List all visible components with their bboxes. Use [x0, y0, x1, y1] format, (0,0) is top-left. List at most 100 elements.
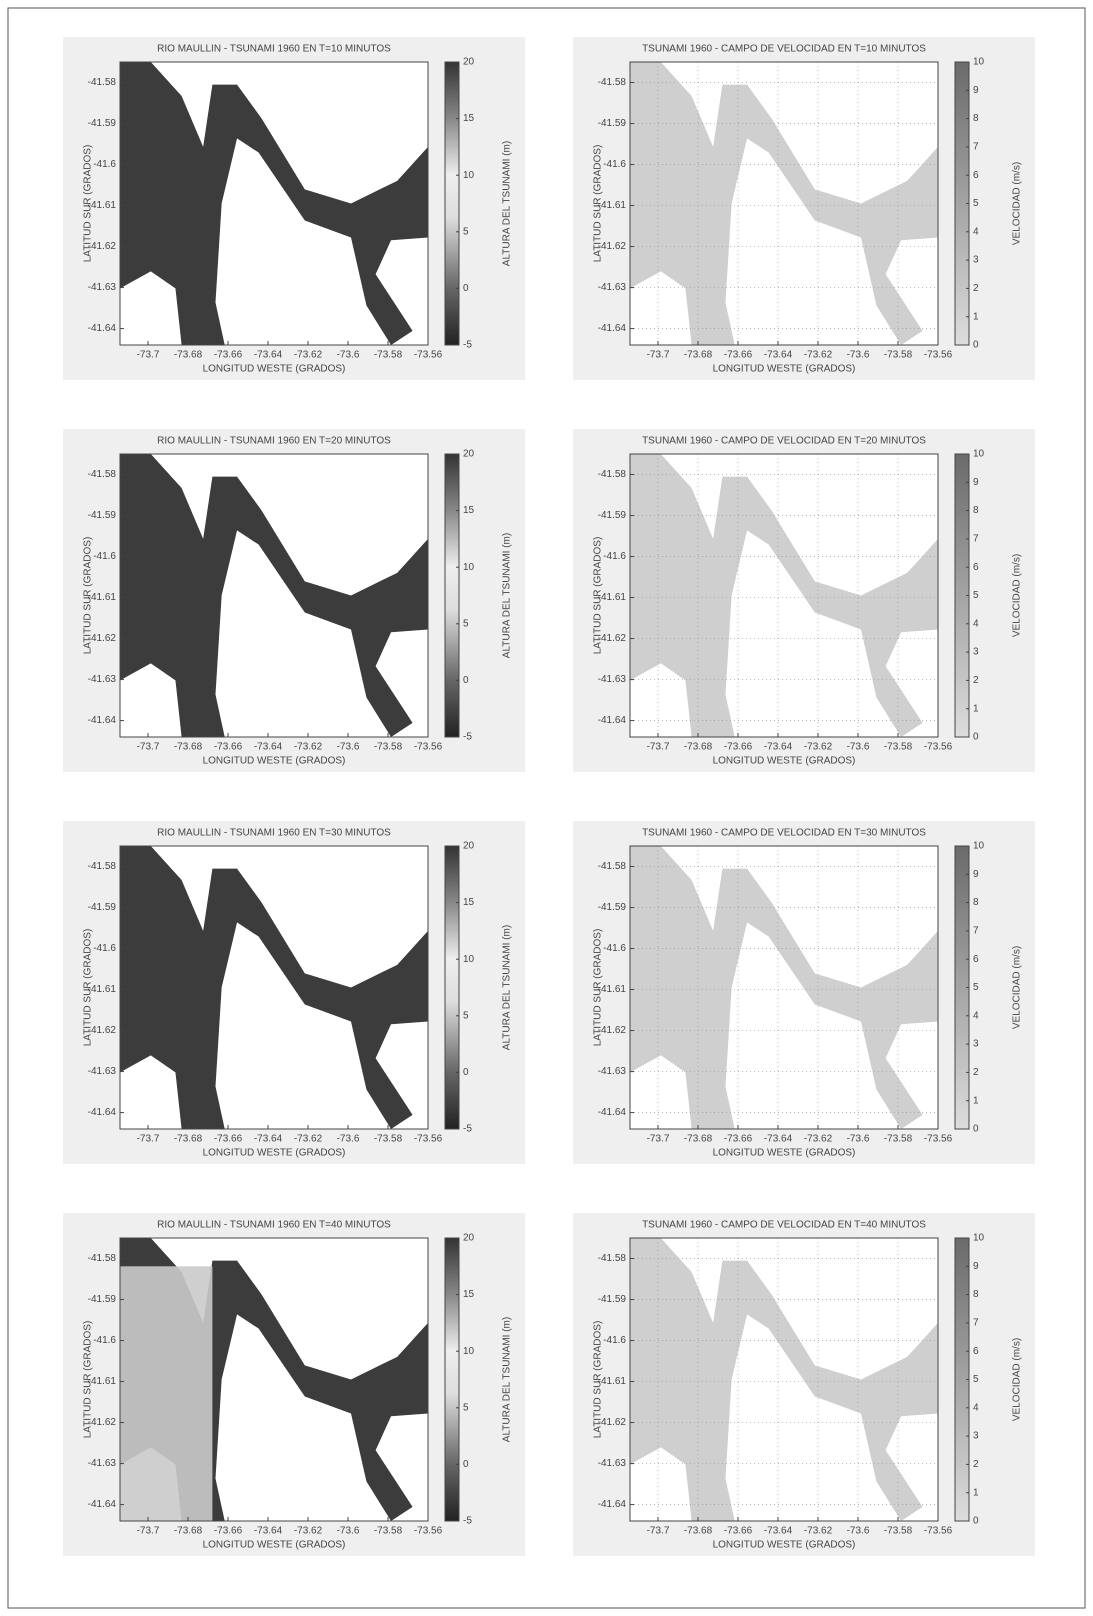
x-tick-label: -73.62: [804, 1526, 833, 1537]
x-tick-label: -73.68: [684, 1134, 713, 1145]
x-tick-label: -73.7: [137, 742, 160, 753]
x-axis-label: LONGITUD WESTE (GRADOS): [203, 756, 346, 767]
colorbar-tick-label: 15: [463, 113, 475, 124]
colorbar-tick-label: 5: [973, 1374, 979, 1385]
x-tick-label: -73.7: [647, 1526, 670, 1537]
x-tick-label: -73.68: [684, 1526, 713, 1537]
y-tick-label: -41.59: [598, 902, 627, 913]
colorbar-tick-label: 1: [973, 703, 979, 714]
colorbar-tick-label: 15: [463, 505, 475, 516]
colorbar-tick-label: 10: [463, 1346, 475, 1357]
colorbar-label: ALTURA DEL TSUNAMI (m): [502, 533, 513, 658]
y-tick-label: -41.58: [88, 1253, 117, 1264]
y-tick-label: -41.62: [88, 633, 117, 644]
y-tick-label: -41.58: [598, 469, 627, 480]
water-field: [630, 62, 938, 345]
x-tick-label: -73.68: [174, 1526, 203, 1537]
colorbar-tick-label: 1: [973, 1095, 979, 1106]
y-tick-label: -41.63: [598, 674, 627, 685]
colorbar-tick-label: 10: [973, 449, 985, 460]
x-axis-label: LONGITUD WESTE (GRADOS): [713, 364, 856, 375]
x-tick-label: -73.58: [884, 1134, 913, 1145]
x-axis-label: LONGITUD WESTE (GRADOS): [713, 1148, 856, 1159]
colorbar-tick-label: 4: [973, 226, 979, 237]
chart-title: RIO MAULLIN - TSUNAMI 1960 EN T=40 MINUT…: [157, 1220, 391, 1231]
y-tick-label: -41.6: [93, 943, 116, 954]
y-tick-label: -41.58: [88, 469, 117, 480]
x-tick-label: -73.58: [374, 742, 403, 753]
x-tick-label: -73.7: [137, 1526, 160, 1537]
x-tick-label: -73.66: [724, 1526, 753, 1537]
water-field: [630, 454, 938, 737]
x-axis-label: LONGITUD WESTE (GRADOS): [203, 1148, 346, 1159]
y-tick-label: -41.62: [88, 241, 117, 252]
y-tick-label: -41.62: [598, 1025, 627, 1036]
plot-frame: [119, 845, 429, 1130]
colorbar-tick-label: 10: [973, 841, 985, 852]
colorbar-tick-label: -5: [463, 340, 472, 351]
plot-frame: [629, 61, 939, 346]
colorbar-tick-label: 8: [973, 1289, 979, 1300]
x-tick-label: -73.7: [137, 1134, 160, 1145]
x-tick-label: -73.68: [174, 742, 203, 753]
y-axis-label: LATITUD SUR (GRADOS): [593, 929, 604, 1047]
y-axis-label: LATITUD SUR (GRADOS): [83, 929, 94, 1047]
y-tick-label: -41.61: [88, 200, 117, 211]
colorbar-tick-label: 5: [973, 982, 979, 993]
y-tick-label: -41.58: [88, 861, 117, 872]
colorbar-tick-label: 0: [973, 340, 979, 351]
plot-frame: [629, 1237, 939, 1522]
chart-title: TSUNAMI 1960 - CAMPO DE VELOCIDAD EN T=3…: [642, 828, 926, 839]
x-tick-label: -73.58: [374, 350, 403, 361]
colorbar-tick-label: 10: [973, 57, 985, 68]
x-tick-label: -73.58: [374, 1134, 403, 1145]
colorbar-tick-label: 2: [973, 675, 979, 686]
colorbar-tick-label: 8: [973, 505, 979, 516]
y-tick-label: -41.58: [598, 77, 627, 88]
colorbar: [444, 61, 460, 346]
colorbar-tick-label: 9: [973, 869, 979, 880]
x-tick-label: -73.6: [337, 1134, 360, 1145]
y-tick-label: -41.61: [88, 984, 117, 995]
water-field: [120, 454, 428, 737]
colorbar-tick-label: 8: [973, 897, 979, 908]
colorbar-label: ALTURA DEL TSUNAMI (m): [502, 925, 513, 1050]
colorbar-tick-label: 5: [463, 1402, 469, 1413]
y-tick-label: -41.64: [598, 1107, 627, 1118]
x-tick-label: -73.58: [884, 350, 913, 361]
colorbar-tick-label: 15: [463, 897, 475, 908]
y-tick-label: -41.59: [598, 118, 627, 129]
colorbar-tick-label: 4: [973, 618, 979, 629]
x-tick-label: -73.66: [214, 1526, 243, 1537]
y-tick-label: -41.64: [88, 1499, 117, 1510]
colorbar-tick-label: 7: [973, 926, 979, 937]
x-tick-label: -73.7: [647, 1134, 670, 1145]
x-tick-label: -73.56: [414, 1134, 443, 1145]
colorbar-tick-label: 6: [973, 1346, 979, 1357]
y-tick-label: -41.6: [93, 159, 116, 170]
y-tick-label: -41.59: [88, 902, 117, 913]
colorbar-tick-label: 10: [463, 562, 475, 573]
chart-title: RIO MAULLIN - TSUNAMI 1960 EN T=20 MINUT…: [157, 436, 391, 447]
plot-frame: [629, 453, 939, 738]
colorbar-tick-label: 2: [973, 283, 979, 294]
colorbar-label: ALTURA DEL TSUNAMI (m): [502, 1317, 513, 1442]
x-axis-label: LONGITUD WESTE (GRADOS): [713, 756, 856, 767]
colorbar-tick-label: 20: [463, 57, 475, 68]
colorbar-tick-label: 20: [463, 1233, 475, 1244]
x-tick-label: -73.62: [294, 1134, 323, 1145]
x-tick-label: -73.7: [647, 742, 670, 753]
y-tick-label: -41.6: [603, 943, 626, 954]
colorbar-tick-label: 0: [973, 1516, 979, 1527]
colorbar-tick-label: 20: [463, 841, 475, 852]
x-tick-label: -73.56: [414, 350, 443, 361]
x-tick-label: -73.6: [847, 350, 870, 361]
colorbar-tick-label: 7: [973, 534, 979, 545]
colorbar-tick-label: 15: [463, 1289, 475, 1300]
colorbar-tick-label: 5: [463, 618, 469, 629]
x-tick-label: -73.6: [337, 350, 360, 361]
wave-front: [120, 1266, 213, 1521]
page-border: [7, 7, 1086, 1609]
x-tick-label: -73.58: [374, 1526, 403, 1537]
